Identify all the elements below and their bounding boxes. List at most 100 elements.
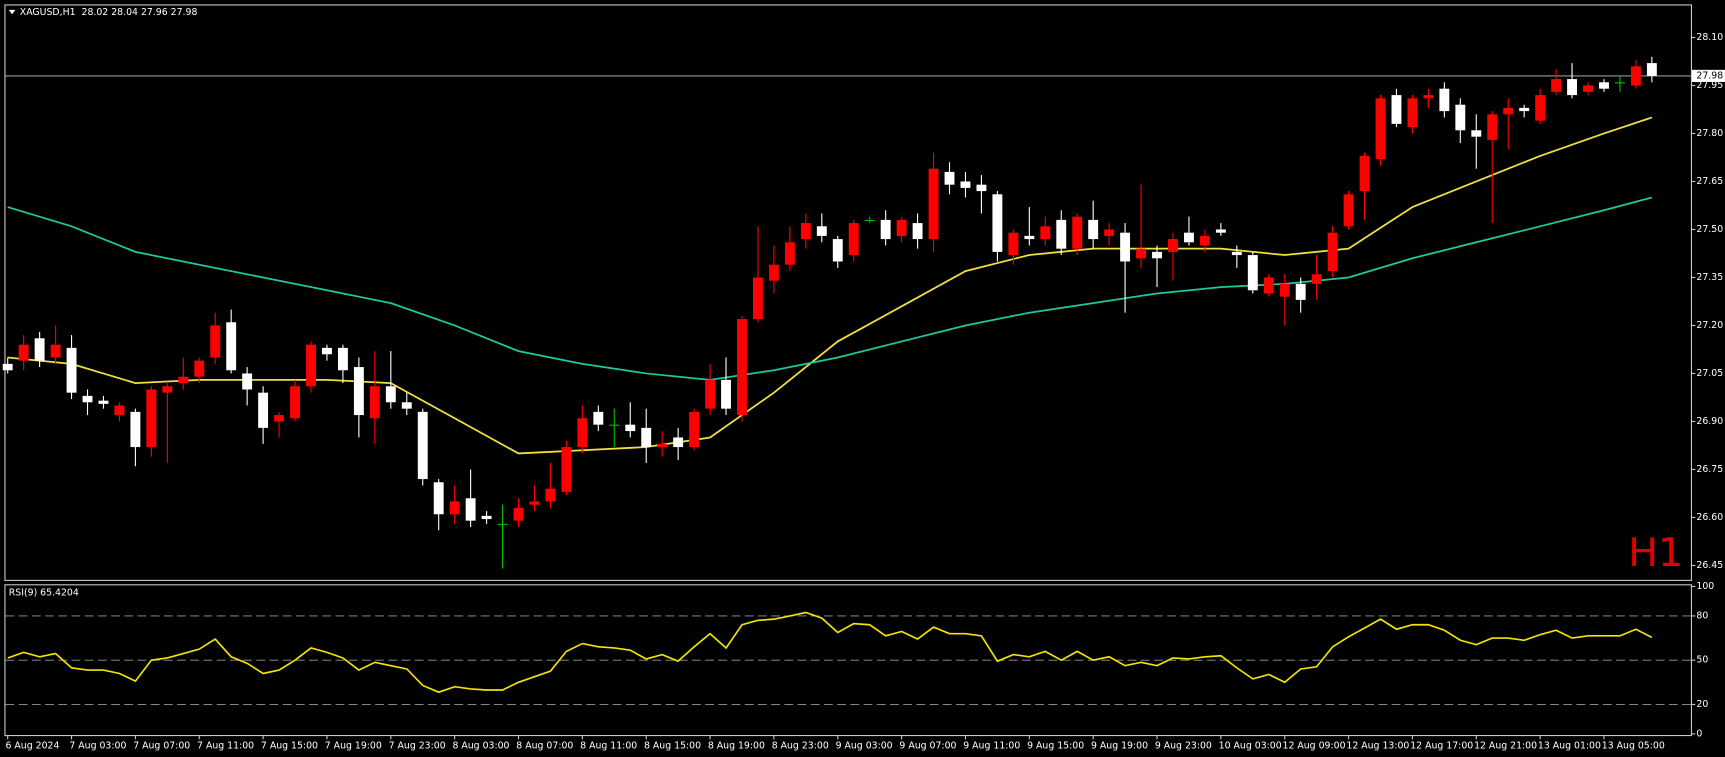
candle-body [1487,114,1498,140]
candle-body [1614,82,1625,84]
x-tick-label: 7 Aug 15:00 [261,740,318,751]
candle-body [1263,277,1274,294]
candle-body [1040,226,1051,240]
candle-body [242,373,253,390]
y-tick-label: 50 [1696,655,1708,666]
candle-body [1583,85,1593,92]
current-price-box [1691,69,1725,82]
candle-body [50,344,61,358]
y-tick-label: 27.05 [1696,368,1723,379]
candle-body [98,400,109,404]
x-tick-label: 9 Aug 07:00 [899,740,956,751]
candle-body [529,501,540,505]
x-tick-label: 8 Aug 11:00 [580,740,637,751]
menu-triangle[interactable] [8,9,16,15]
candle-body [1184,232,1194,243]
candle-body [226,322,237,371]
candle-body [848,223,859,256]
candle-body [864,219,875,221]
x-tick-label: 8 Aug 15:00 [644,740,701,751]
candle-body [1072,216,1083,249]
candle-body [768,264,779,281]
candle-body [1311,274,1322,284]
candle-body [1088,219,1099,240]
x-tick-label: 8 Aug 07:00 [516,740,573,751]
candle-body [944,171,955,185]
y-tick-label: 80 [1696,610,1708,621]
chart-title: XAGUSD,H1 28.02 28.04 27.96 27.98 [20,7,198,18]
candle-body [433,482,444,515]
candle-body [880,219,891,240]
candle-body [401,402,412,409]
x-tick-label: 9 Aug 03:00 [836,740,893,751]
candle-body [194,360,205,377]
rsi-line [7,611,1653,694]
candle-body [1455,104,1466,131]
x-tick-label: 7 Aug 11:00 [197,740,254,751]
candle-body [689,411,700,448]
y-tick-label: 27.50 [1696,224,1723,235]
candle-body [641,427,652,448]
x-tick-label: 7 Aug 23:00 [389,740,446,751]
candle-body [1646,63,1657,76]
x-tick-label: 9 Aug 19:00 [1091,740,1148,751]
x-tick-label: 8 Aug 19:00 [708,740,765,751]
y-tick-label: 27.65 [1696,176,1723,187]
candle-body [66,347,77,393]
candle-body [417,411,428,480]
y-tick-label: 27.20 [1696,320,1723,331]
candle-body [816,226,827,236]
candle-body [290,386,300,419]
candle-body [497,523,508,525]
candle-body [1343,194,1354,227]
candle-body [1199,235,1210,246]
y-tick-label: 26.60 [1696,512,1723,523]
candle-body [737,319,747,416]
candle-body [274,415,285,422]
candle-body [481,515,492,520]
candle-body [369,386,380,419]
candle-body [1247,255,1258,291]
candle-body [1630,66,1641,86]
y-tick-label: 28.10 [1696,32,1723,43]
candle-body [1104,229,1115,236]
x-tick-label: 9 Aug 11:00 [963,740,1020,751]
candle-body [82,395,93,403]
candle-body [1423,95,1434,99]
moving-average [7,196,1653,381]
x-tick-label: 13 Aug 01:00 [1538,740,1601,751]
candle-body [1136,248,1147,259]
candle-body [130,411,141,448]
indicator-title: RSI(9) 65.4204 [9,588,79,599]
candle-body [896,219,907,236]
candle-body [657,443,668,448]
candle-body [1359,155,1370,192]
candle-body [465,498,476,521]
y-tick-label: 26.45 [1696,560,1723,571]
candle-body [1168,239,1178,252]
candle-body [960,181,971,188]
candle-body [258,392,269,428]
candle-body [385,386,396,403]
candle-body [928,168,939,240]
y-tick-label: 100 [1696,581,1714,592]
candle-body [1327,232,1338,272]
candle-body [673,437,684,448]
candle-body [1471,130,1482,137]
x-tick-label: 7 Aug 03:00 [69,740,126,751]
candle-body [1152,251,1162,259]
candle-body [593,411,604,425]
y-tick-label: 0 [1696,728,1702,739]
x-tick-label: 7 Aug 19:00 [325,740,382,751]
candle-body [1231,251,1242,256]
candle-body [1567,79,1578,96]
candle-body [721,379,731,409]
x-tick-label: 9 Aug 15:00 [1027,740,1084,751]
candle-body [18,344,29,361]
candle-body [1519,107,1530,112]
moving-average [7,116,1653,455]
candle-body [1503,107,1514,115]
candle-body [625,424,636,432]
